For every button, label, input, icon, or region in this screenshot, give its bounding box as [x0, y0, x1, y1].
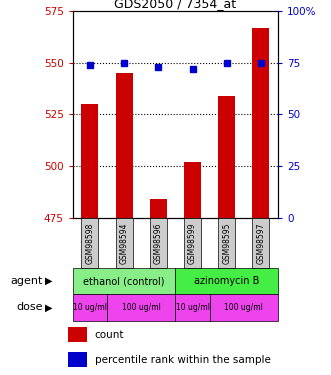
Bar [116, 217, 133, 268]
Bar [116, 73, 133, 217]
Bar [218, 96, 235, 218]
Bar [73, 268, 175, 294]
Text: percentile rank within the sample: percentile rank within the sample [95, 355, 271, 365]
Bar [81, 217, 99, 268]
Bar [252, 217, 269, 268]
Text: agent: agent [11, 276, 43, 286]
Text: 10 ug/ml: 10 ug/ml [73, 303, 107, 312]
Text: ▶: ▶ [45, 276, 52, 286]
Text: GSM98599: GSM98599 [188, 222, 197, 264]
Bar [184, 162, 201, 218]
Text: ethanol (control): ethanol (control) [83, 276, 165, 286]
Text: azinomycin B: azinomycin B [194, 276, 260, 286]
Text: GSM98597: GSM98597 [257, 222, 265, 264]
Bar [184, 217, 201, 268]
Bar [73, 294, 107, 321]
Text: 10 ug/ml: 10 ug/ml [175, 303, 210, 312]
Bar [218, 217, 235, 268]
Bar [150, 199, 167, 217]
Text: count: count [95, 330, 124, 340]
Bar [175, 268, 278, 294]
Text: ▶: ▶ [45, 303, 52, 312]
Bar [175, 294, 210, 321]
Bar [68, 352, 87, 367]
Text: dose: dose [17, 303, 43, 312]
Title: GDS2050 / 7354_at: GDS2050 / 7354_at [115, 0, 236, 10]
Text: 100 ug/ml: 100 ug/ml [122, 303, 161, 312]
Text: GSM98596: GSM98596 [154, 222, 163, 264]
Text: 100 ug/ml: 100 ug/ml [224, 303, 263, 312]
Bar [150, 217, 167, 268]
Bar [68, 327, 87, 342]
Bar [107, 294, 175, 321]
Text: GSM98598: GSM98598 [85, 222, 94, 264]
Text: GSM98595: GSM98595 [222, 222, 231, 264]
Bar [252, 28, 269, 218]
Bar [81, 104, 99, 218]
Text: GSM98594: GSM98594 [119, 222, 129, 264]
Bar [210, 294, 278, 321]
